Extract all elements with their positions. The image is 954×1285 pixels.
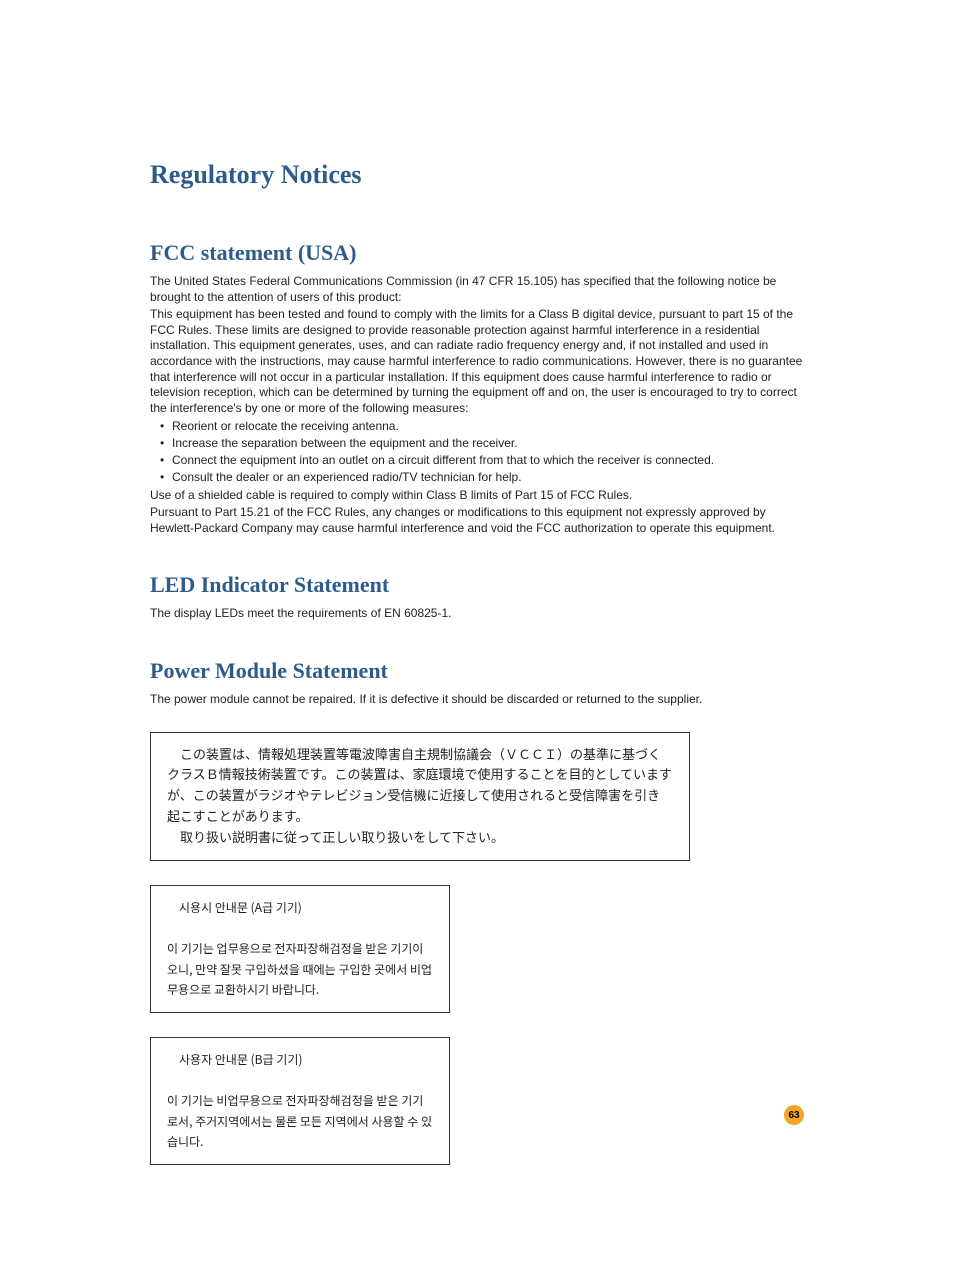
korean-notice-box-a: 시용시 안내문 (A급 기기) 이 기기는 업무용으로 전자파장해검정을 받은 … [150, 885, 450, 1013]
korean-notice-box-b: 사용자 안내문 (B급 기기) 이 기기는 비업무용으로 전자파장해검정을 받은… [150, 1037, 450, 1165]
fcc-para-1: The United States Federal Communications… [150, 274, 804, 305]
power-para: The power module cannot be repaired. If … [150, 692, 804, 708]
page-title: Regulatory Notices [150, 160, 804, 190]
power-heading: Power Module Statement [150, 658, 804, 684]
fcc-para-3: Use of a shielded cable is required to c… [150, 488, 804, 504]
fcc-para-2: This equipment has been tested and found… [150, 307, 804, 416]
fcc-heading: FCC statement (USA) [150, 240, 804, 266]
page-number: 63 [788, 1110, 799, 1121]
page-number-badge: 63 [784, 1105, 804, 1125]
fcc-bullet-list: Reorient or relocate the receiving anten… [150, 418, 804, 485]
led-heading: LED Indicator Statement [150, 572, 804, 598]
document-page: Regulatory Notices FCC statement (USA) T… [0, 0, 954, 1285]
fcc-para-4: Pursuant to Part 15.21 of the FCC Rules,… [150, 505, 804, 536]
fcc-bullet-item: Connect the equipment into an outlet on … [160, 452, 804, 469]
fcc-bullet-item: Consult the dealer or an experienced rad… [160, 469, 804, 486]
japanese-notice-box: この装置は、情報処理装置等電波障害自主規制協議会（ＶＣＣＩ）の基準に基づくクラス… [150, 732, 690, 862]
fcc-bullet-item: Reorient or relocate the receiving anten… [160, 418, 804, 435]
led-para: The display LEDs meet the requirements o… [150, 606, 804, 622]
fcc-bullet-item: Increase the separation between the equi… [160, 435, 804, 452]
